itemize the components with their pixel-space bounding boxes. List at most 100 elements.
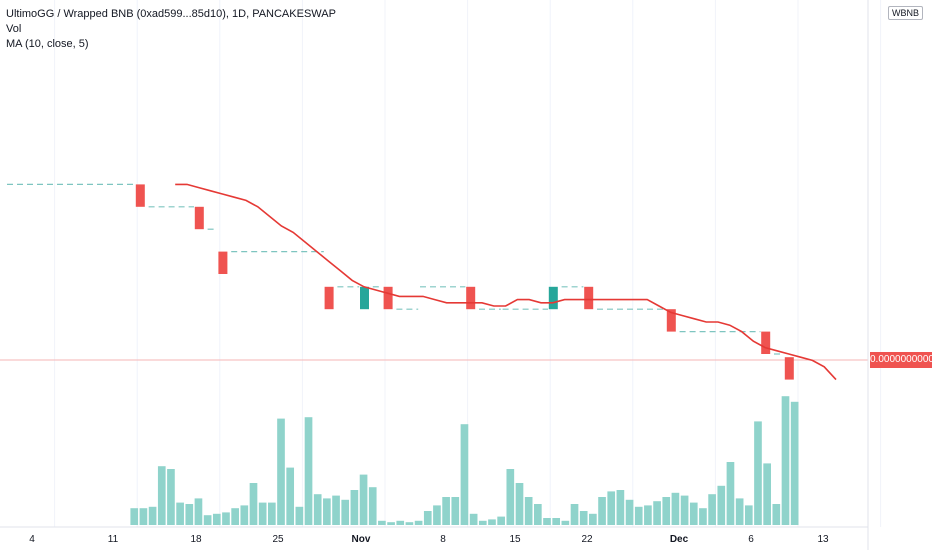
volume-bar	[258, 502, 267, 525]
volume-bar	[139, 508, 148, 525]
volume-bar	[148, 506, 157, 525]
volume-bar	[653, 501, 661, 525]
volume-bar	[203, 515, 212, 525]
volume-bar	[167, 469, 175, 525]
volume-bar	[350, 490, 359, 525]
candle	[584, 286, 594, 310]
volume-bar	[671, 492, 680, 525]
volume-bar	[387, 522, 395, 525]
candle	[761, 331, 771, 354]
volume-bar	[634, 506, 643, 525]
x-tick-label: 4	[29, 534, 35, 545]
candle	[194, 206, 204, 230]
volume-bar	[488, 519, 496, 525]
volume-bar	[469, 513, 478, 525]
candles	[135, 184, 794, 380]
candle	[548, 286, 558, 310]
volume-bar	[726, 462, 735, 525]
x-tick-label: 15	[509, 534, 521, 545]
volume-bar	[460, 424, 469, 525]
volume-bar	[222, 512, 230, 525]
volume-legend[interactable]: Vol	[6, 23, 22, 35]
volume-bar	[212, 513, 221, 525]
candle	[324, 286, 334, 310]
volume-bar	[561, 520, 570, 525]
candle	[383, 286, 393, 310]
volume-bar	[506, 469, 515, 525]
volume-bar	[790, 401, 799, 525]
volume-bar	[589, 513, 597, 525]
volume-bar	[543, 518, 551, 525]
volume-bar	[323, 498, 331, 525]
volume-bar	[442, 497, 450, 525]
symbol-title[interactable]: UltimoGG / Wrapped BNB (0xad599...85d10)…	[6, 8, 336, 20]
volume-bar	[524, 497, 533, 525]
volume-bar	[277, 418, 285, 525]
candle	[666, 309, 676, 332]
last-price-badge: 0.0000000000	[870, 352, 932, 368]
x-tick-label: 11	[108, 534, 119, 545]
volume-bar	[313, 494, 322, 525]
volume-bar	[598, 497, 606, 525]
volume-bar	[194, 498, 203, 525]
volume-bar	[176, 502, 184, 525]
x-tick-label: 25	[272, 534, 284, 545]
currency-label[interactable]: WBNB	[888, 6, 923, 20]
volume-bar	[534, 504, 542, 525]
volume-bar	[625, 499, 634, 525]
volume-bar	[286, 467, 295, 525]
x-axis-ticks: 4 11 18 25 Nov 8 15 22 Dec 6 13	[29, 534, 829, 545]
volume-bar	[735, 498, 744, 525]
volume-bar	[644, 505, 652, 525]
volume-bar	[616, 490, 625, 525]
ma-line	[175, 183, 837, 381]
volume-bar	[570, 504, 579, 525]
volume-bar	[359, 474, 368, 525]
x-tick-label: Dec	[670, 534, 689, 545]
volume-bars	[130, 396, 799, 525]
candle	[784, 357, 794, 380]
volume-bar	[423, 511, 432, 525]
volume-bar	[754, 421, 762, 525]
candle	[135, 184, 145, 207]
volume-bar	[763, 463, 771, 525]
volume-bar	[662, 497, 671, 525]
volume-bar	[240, 505, 249, 525]
x-tick-label: 22	[581, 534, 593, 545]
volume-bar	[451, 497, 460, 525]
volume-bar	[396, 520, 405, 525]
volume-bar	[295, 506, 304, 525]
volume-bar	[304, 417, 313, 525]
volume-bar	[378, 520, 386, 525]
volume-bar	[368, 487, 377, 525]
volume-bar	[515, 483, 524, 525]
volume-bar	[478, 520, 487, 525]
volume-bar	[130, 508, 139, 525]
ma-legend[interactable]: MA (10, close, 5)	[6, 38, 89, 50]
volume-bar	[579, 511, 588, 525]
volume-bar	[717, 485, 726, 525]
x-tick-label: 6	[748, 534, 754, 545]
volume-bar	[708, 494, 716, 525]
candle	[466, 286, 476, 310]
volume-bar	[699, 508, 707, 525]
volume-bar	[552, 518, 561, 525]
candle	[218, 251, 228, 274]
volume-bar	[680, 495, 689, 525]
volume-bar	[781, 396, 790, 525]
legend: UltimoGG / Wrapped BNB (0xad599...85d10)…	[6, 7, 336, 52]
volume-bar	[157, 466, 166, 525]
volume-bar	[341, 499, 350, 525]
volume-bar	[772, 504, 781, 525]
volume-bar	[414, 520, 423, 525]
x-tick-label: 13	[817, 534, 829, 545]
x-tick-label: Nov	[352, 534, 371, 545]
dashed-levels	[7, 183, 784, 355]
volume-bar	[268, 502, 276, 525]
x-tick-label: 18	[190, 534, 202, 545]
volume-bar	[433, 505, 441, 525]
volume-bar	[744, 505, 753, 525]
volume-bar	[249, 483, 258, 525]
candle	[360, 286, 369, 310]
